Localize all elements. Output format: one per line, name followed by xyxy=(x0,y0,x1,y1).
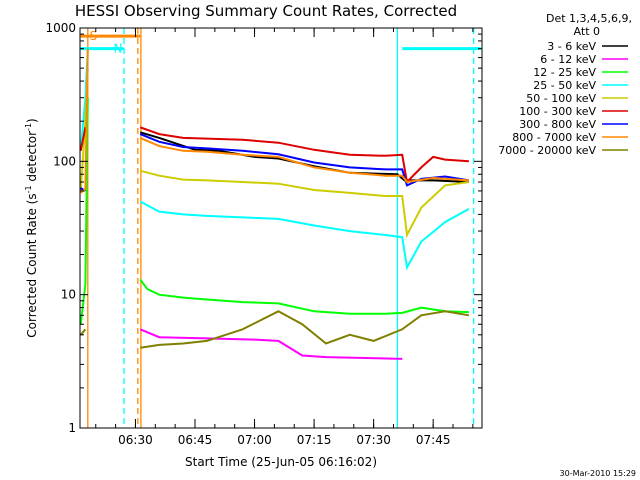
legend-label: 12 - 25 keV xyxy=(533,66,596,79)
attenuator-label: Att 0 xyxy=(574,25,600,38)
series-line xyxy=(79,328,87,336)
legend-label: 3 - 6 keV xyxy=(547,40,596,53)
legend-label: 300 - 800 keV xyxy=(519,118,596,131)
plot-frame xyxy=(79,27,483,429)
series-line xyxy=(139,131,469,183)
x-tick-label: 07:45 xyxy=(416,433,451,447)
y-tick-label: 1 xyxy=(68,421,76,435)
flag-label: S xyxy=(90,29,98,43)
series-line xyxy=(140,310,470,349)
y-axis-label-part2: detector xyxy=(25,131,39,186)
x-tick-label: 07:15 xyxy=(297,433,332,447)
flag-label: N xyxy=(114,42,123,56)
series-line xyxy=(139,278,469,315)
x-axis: 06:30 06:45 07:00 07:15 07:30 07:45 xyxy=(95,28,474,447)
legend-label: 100 - 300 keV xyxy=(519,105,596,118)
y-axis-label-exp2: -1 xyxy=(24,123,33,131)
legend-label: 800 - 7000 keV xyxy=(512,131,596,144)
legend-label: 7000 - 20000 keV xyxy=(498,144,596,157)
legend-label: 25 - 50 keV xyxy=(533,79,596,92)
y-axis-label-part3: ) xyxy=(25,118,39,123)
series-line xyxy=(139,169,470,239)
series-line xyxy=(79,127,87,151)
y-axis-label: Corrected Count Rate (s-1 detector-1) xyxy=(24,118,39,337)
y-axis-label-part1: Corrected Count Rate (s xyxy=(25,193,39,337)
series-line xyxy=(139,200,470,271)
x-tick-label: 06:45 xyxy=(178,433,213,447)
x-axis-label: Start Time (25-Jun-05 06:16:02) xyxy=(185,455,377,469)
footer-timestamp: 30-Mar-2010 15:29 xyxy=(560,469,637,478)
legend-label: 6 - 12 keV xyxy=(540,53,596,66)
series-line xyxy=(139,328,403,360)
y-axis-label-exp1: -1 xyxy=(24,185,33,193)
y-tick-label: 100 xyxy=(53,154,76,168)
chart-title: HESSI Observing Summary Count Rates, Cor… xyxy=(75,2,457,20)
x-tick-label: 06:30 xyxy=(118,433,153,447)
series-line xyxy=(139,133,470,187)
legend-label: 50 - 100 keV xyxy=(526,92,596,105)
detector-label: Det 1,3,4,5,6,9, xyxy=(546,12,632,25)
x-tick-label: 07:30 xyxy=(356,433,391,447)
series-line xyxy=(139,126,469,185)
plot-traces: SN xyxy=(79,28,481,428)
y-tick-label: 1000 xyxy=(45,21,76,35)
series-line xyxy=(139,136,469,184)
series-line xyxy=(80,48,89,194)
y-axis: 1 10 100 1000 xyxy=(45,21,482,435)
series-line xyxy=(79,97,89,325)
x-tick-label: 07:00 xyxy=(237,433,272,447)
y-tick-label: 10 xyxy=(61,288,76,302)
